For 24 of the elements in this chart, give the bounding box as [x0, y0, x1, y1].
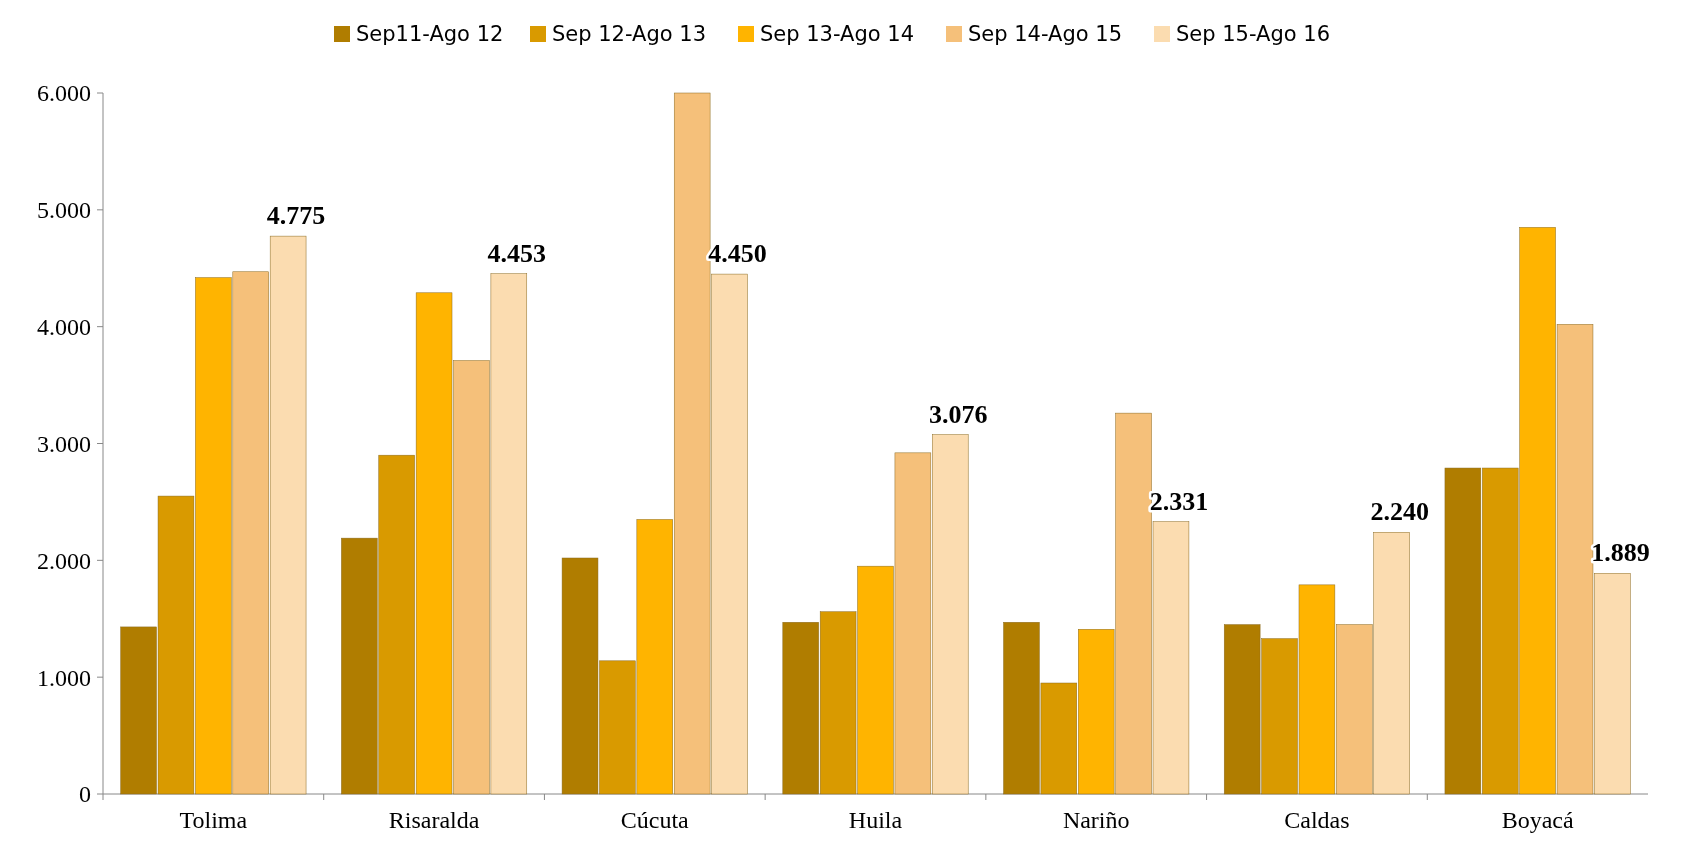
- x-tick-label: Tolima: [179, 807, 248, 833]
- legend-label: Sep 14-Ago 15: [968, 22, 1123, 47]
- x-tick-label: Risaralda: [388, 807, 480, 833]
- legend-label: Sep11-Ago 12: [356, 22, 504, 47]
- legend-label: Sep 15-Ago 16: [1176, 22, 1331, 47]
- y-tick-label: 1.000: [37, 664, 91, 691]
- x-tick-label: Boyacá: [1501, 807, 1574, 833]
- y-tick-label: 6.000: [37, 80, 91, 107]
- y-tick-label: 2.000: [37, 547, 91, 574]
- x-tick-label: Nariño: [1062, 807, 1130, 833]
- x-tick-label: Huila: [848, 807, 903, 833]
- y-tick-label: 0: [79, 781, 91, 808]
- data-label: 4.453: [487, 238, 547, 268]
- data-label: 4.775: [266, 201, 326, 231]
- y-tick-label: 5.000: [37, 197, 91, 224]
- x-tick-label: Caldas: [1284, 807, 1350, 833]
- data-label: 1.889: [1591, 538, 1650, 568]
- legend-label: Sep 13-Ago 14: [760, 22, 915, 47]
- data-label: 2.240: [1370, 497, 1429, 527]
- data-label: 3.076: [929, 399, 988, 429]
- legend-label: Sep 12-Ago 13: [552, 22, 707, 47]
- y-tick-label: 4.000: [37, 314, 91, 341]
- y-tick-label: 3.000: [37, 430, 91, 457]
- x-tick-label: Cúcuta: [620, 807, 690, 833]
